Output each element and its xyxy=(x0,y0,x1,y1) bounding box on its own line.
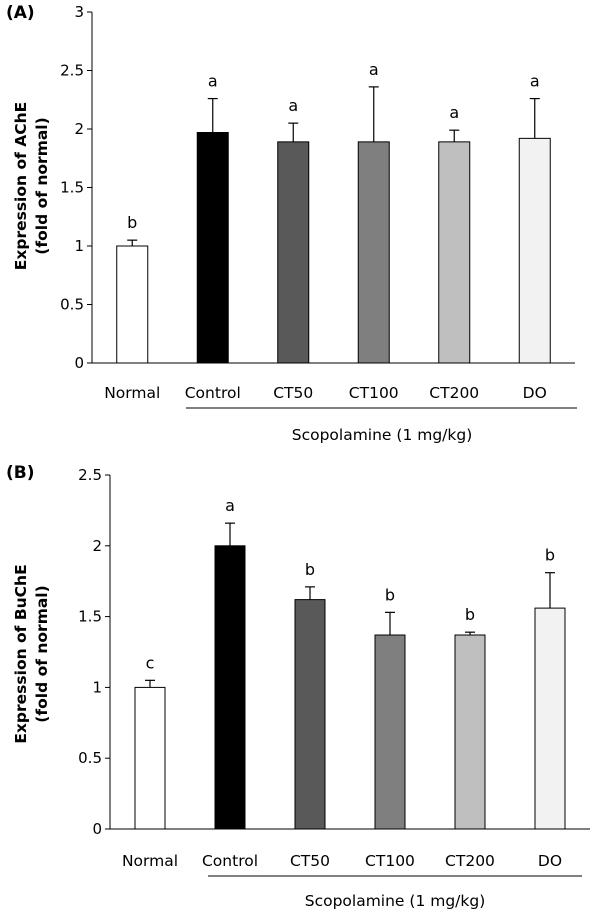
panel-a-group-label: Scopolamine (1 mg/kg) xyxy=(292,426,473,444)
panel-a-ylabel-line2: (fold of normal) xyxy=(33,117,51,254)
panel-a-error-bar xyxy=(449,129,460,142)
panel-a-error-bar xyxy=(207,97,218,133)
panel-b-y-tick-label: 2.5 xyxy=(78,466,102,484)
panel-a-ylabel-line1: Expression of AChE xyxy=(12,102,30,270)
panel-b-bar-ct100 xyxy=(374,634,406,830)
panel-b-category-label: Control xyxy=(202,852,258,870)
panel-a-y-tick-label: 1.5 xyxy=(60,179,84,197)
panel-a-bar-do xyxy=(518,137,551,364)
panel-b-category-label: CT50 xyxy=(290,852,330,870)
panel-a-error-bar xyxy=(127,239,138,246)
panel-b-y-tick-label: 1 xyxy=(92,678,102,696)
panel-b-bar-do xyxy=(534,607,566,830)
panel-b-category-label: CT200 xyxy=(445,852,495,870)
panel-b-significance-letter: b xyxy=(545,546,555,565)
panel-a-y-tick-label: 0 xyxy=(74,354,84,372)
panel-a-significance-letter: a xyxy=(530,72,540,91)
panel-b-significance-letter: b xyxy=(385,585,395,604)
panel-b-bar-ct50 xyxy=(294,599,326,830)
panel-b: (B) Expression of BuChE (fold of normal)… xyxy=(6,463,590,910)
panel-b-y-tick-label: 0 xyxy=(92,820,102,838)
panel-a-error-bar xyxy=(529,97,540,139)
panel-a-category-label: DO xyxy=(523,384,547,402)
panel-a-significance-letter: b xyxy=(127,213,137,232)
panel-a-category-label: CT200 xyxy=(429,384,479,402)
panel-a-significance-letter: a xyxy=(449,103,459,122)
panel-a-significance-letter: a xyxy=(369,60,379,79)
panel-a-significance-letter: a xyxy=(288,96,298,115)
panel-b-error-bar xyxy=(225,522,235,546)
panel-a-significance-letter: a xyxy=(208,72,218,91)
panel-b-y-tick-label: 0.5 xyxy=(78,749,102,767)
panel-b-label: (B) xyxy=(6,463,35,483)
panel-b-category-label: CT100 xyxy=(365,852,415,870)
panel-a-category-label: Normal xyxy=(104,384,160,402)
panel-a-y-tick-label: 1 xyxy=(74,237,84,255)
panel-b-y-tick-label: 2 xyxy=(92,537,102,555)
panel-a-error-bar xyxy=(368,86,379,142)
panel-b-ylabel-line2: (fold of normal) xyxy=(33,585,51,722)
panel-b-category-label: Normal xyxy=(122,852,178,870)
panel-a-category-label: CT50 xyxy=(273,384,313,402)
panel-b-significance-letter: b xyxy=(465,605,475,624)
panel-b-bar-ct200 xyxy=(454,634,486,830)
panel-b-group-label: Scopolamine (1 mg/kg) xyxy=(305,892,486,910)
panel-b-significance-letter: c xyxy=(146,653,155,672)
panel-a-bar-control xyxy=(196,132,229,364)
panel-b-bar-control xyxy=(214,545,246,830)
panel-b-significance-letter: a xyxy=(225,496,235,515)
panel-b-error-bar xyxy=(145,679,155,688)
panel-b-ylabel-line1: Expression of BuChE xyxy=(12,564,30,743)
panel-a-error-bar xyxy=(288,122,299,142)
panel-b-y-tick-label: 1.5 xyxy=(78,608,102,626)
panel-b-error-bar xyxy=(385,611,395,636)
panel-a-y-tick-label: 3 xyxy=(74,3,84,21)
panel-b-significance-letter: b xyxy=(305,560,315,579)
panel-a-category-label: CT100 xyxy=(349,384,399,402)
panel-b-error-bar xyxy=(465,631,475,636)
panel-a-y-tick-label: 2.5 xyxy=(60,62,84,80)
panel-a-bar-ct50 xyxy=(277,141,310,364)
panel-a: (A) Expression of AChE (fold of normal) … xyxy=(6,3,577,444)
panel-a-y-tick-label: 2 xyxy=(74,120,84,138)
panel-b-bar-normal xyxy=(134,686,166,830)
panel-b-error-bar xyxy=(545,572,555,609)
panel-b-category-label: DO xyxy=(538,852,562,870)
panel-a-label: (A) xyxy=(6,3,35,23)
panel-b-error-bar xyxy=(305,586,315,600)
panel-a-category-label: Control xyxy=(185,384,241,402)
panel-a-bar-normal xyxy=(116,245,149,364)
panel-a-bar-ct200 xyxy=(438,141,471,364)
panel-a-y-tick-label: 0.5 xyxy=(60,296,84,314)
panel-a-bar-ct100 xyxy=(357,141,390,364)
